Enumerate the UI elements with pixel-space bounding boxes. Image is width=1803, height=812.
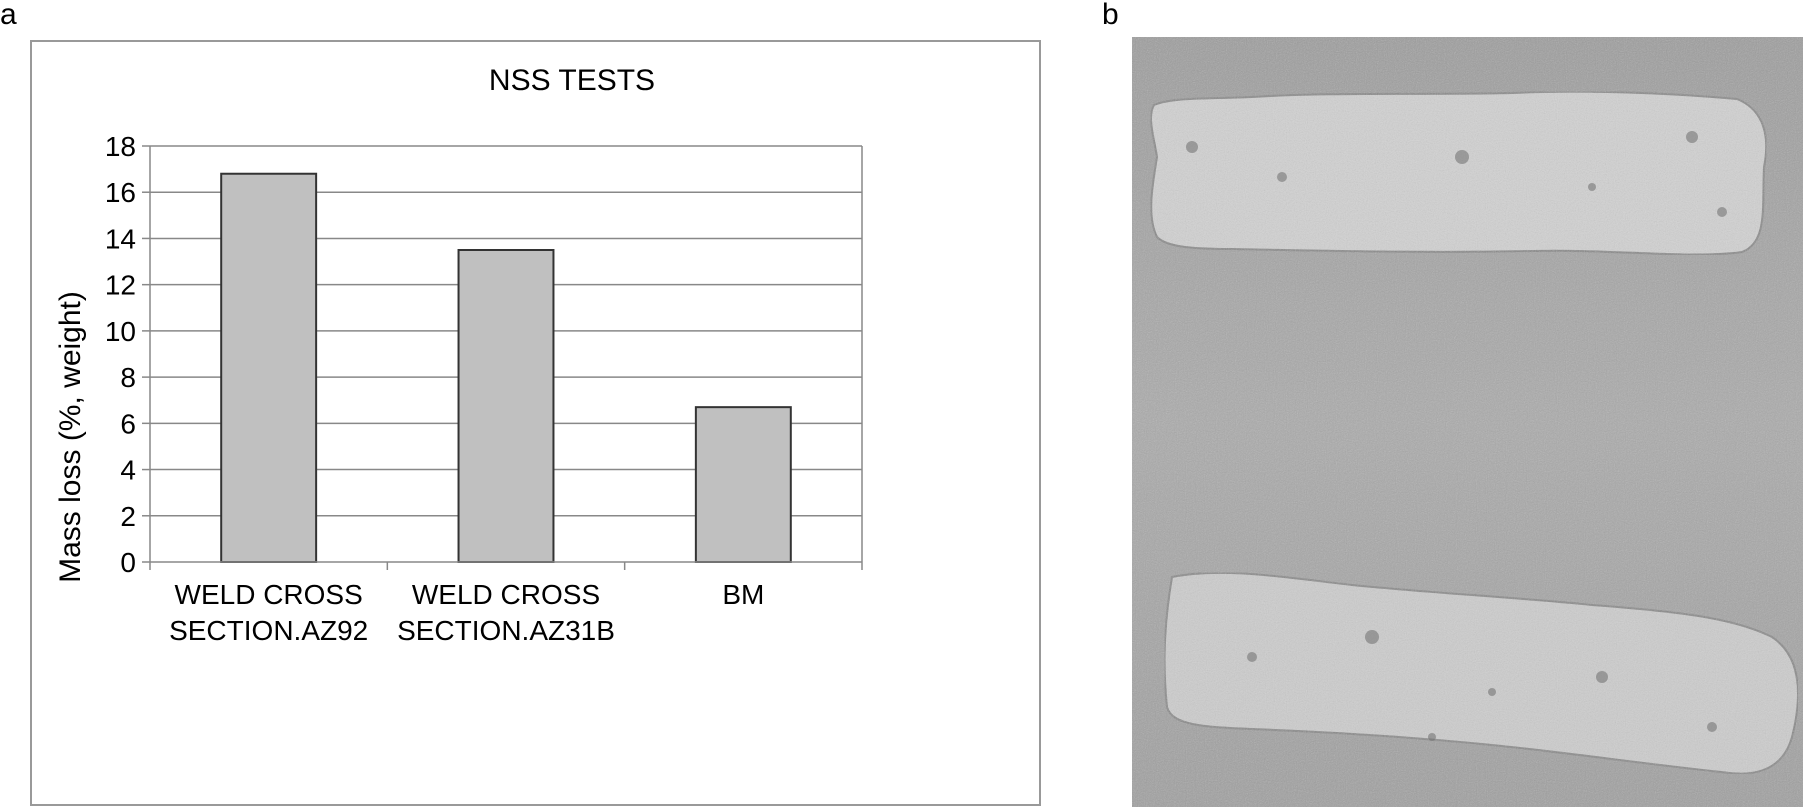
bar: [457, 249, 555, 563]
corrosion-pits: [1186, 131, 1727, 741]
x-tick-label: SECTION.AZ31B: [397, 615, 615, 646]
sample-upper: [1150, 90, 1768, 256]
y-tick-label: 4: [120, 455, 136, 486]
bar-chart: 0 2 4 6 8 10 12 14 16 18 WELD CROSS SECTION.AZ92 WEL…: [54, 64, 863, 646]
bars: [220, 172, 792, 563]
bar: [220, 172, 318, 563]
labels: 0 2 4 6 8 10 12 14 16 18 WELD CROSS SECTION.AZ92 WEL…: [105, 131, 764, 646]
y-tick-label: 12: [105, 270, 136, 301]
sample-lower: [1163, 571, 1799, 775]
panel-label-b: b: [1102, 0, 1119, 31]
bar: [694, 406, 792, 563]
x-tick-label: WELD CROSS: [175, 579, 363, 610]
y-tick-label: 10: [105, 316, 136, 347]
panel-label-a: a: [0, 0, 17, 31]
corroded-samples-image: [1132, 37, 1803, 807]
x-tick-label: WELD CROSS: [412, 579, 600, 610]
x-tick-label: SECTION.AZ92: [169, 615, 368, 646]
chart-title: NSS TESTS: [489, 64, 655, 97]
x-tick-label: BM: [722, 579, 764, 610]
y-tick-label: 14: [105, 223, 136, 254]
y-tick-label: 16: [105, 177, 136, 208]
specimen-photo: [1132, 37, 1803, 807]
y-tick-label: 2: [120, 501, 136, 532]
chart-frame: 0 2 4 6 8 10 12 14 16 18 WELD CROSS SECTION.AZ92 WEL…: [30, 40, 1041, 806]
y-tick-label: 0: [120, 547, 136, 578]
y-axis-title: Mass loss (%, weight): [54, 291, 87, 583]
y-tick-label: 6: [120, 408, 136, 439]
y-tick-label: 8: [120, 362, 136, 393]
y-tick-label: 18: [105, 131, 136, 162]
axes: [142, 145, 863, 570]
